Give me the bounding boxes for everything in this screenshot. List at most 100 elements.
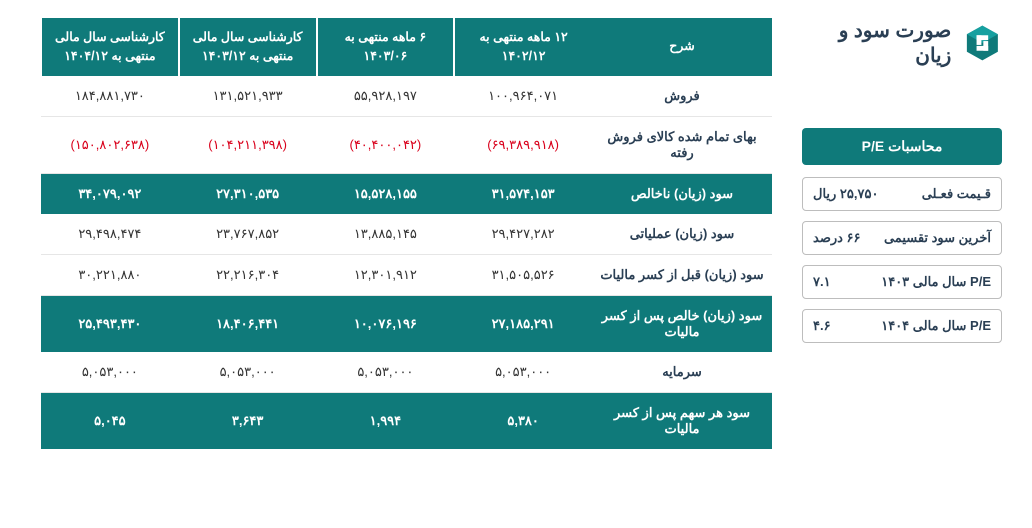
pe-metric-value: ۴.۶ [813, 318, 831, 334]
table-row: سود (زیان) عملیاتی ۲۹,۴۲۷,۲۸۲ ۱۳,۸۸۵,۱۴۵ ۲۳… [41, 214, 772, 255]
pe-rows: قـیمت فعـلی۲۵,۷۵۰ ریالآخرین سود تقسیمی۶۶… [802, 177, 1002, 343]
table-row: فروش ۱۰۰,۹۶۴,۰۷۱ ۵۵,۹۲۸,۱۹۷ ۱۳۱,۵۲۱,۹۳۳ ۱۸۴,… [41, 76, 772, 117]
cell-value: ۵,۰۵۳,۰۰۰ [220, 364, 276, 379]
table-row: سرمایه۵,۰۵۳,۰۰۰۵,۰۵۳,۰۰۰۵,۰۵۳,۰۰۰۵,۰۵۳,۰… [41, 352, 772, 393]
table-row: سود (زیان) قبل از کسر مالیات ۳۱,۵۰۵,۵۲۶ ۱۲… [41, 254, 772, 295]
row-description: سود (زیان) ناخالص [592, 173, 772, 214]
table-header-row: شرح۱۲ ماهه منتهی به ۱۴۰۲/۱۲۶ ماهه منتهی … [41, 18, 772, 76]
table-cell: ۱۵۰,۸۰۲,۶۳۸ [41, 116, 179, 173]
cell-value: ۴۰,۴۰۰,۰۴۲ [349, 137, 421, 152]
table-cell: ۶۹,۳۸۹,۹۱۸ [454, 116, 592, 173]
table-cell: ۲۷,۱۸۵,۲۹۱ [454, 295, 592, 352]
cell-value: ۲۹,۴۲۷,۲۸۲ [492, 226, 555, 241]
pe-metric-label: قـیمت فعـلی [922, 186, 991, 202]
table-cell: ۲۷,۳۱۰,۵۳۵ [179, 173, 317, 214]
cell-value: ۵,۰۴۵ [94, 413, 126, 428]
row-description: سود (زیان) قبل از کسر مالیات [592, 254, 772, 295]
table-cell: ۱۵,۵۲۸,۱۵۵ [317, 173, 455, 214]
table-cell: ۳۰,۲۲۱,۸۸۰ [41, 254, 179, 295]
table-header-cell: کارشناسی سال مالی منتهی به ۱۴۰۳/۱۲ [179, 18, 317, 76]
sidebar: صورت سود و زیان محاسبات P/E قـیمت فعـلی ۲… [802, 18, 1002, 449]
table-row: سود هر سهم پس از کسر مالیات۵,۳۸۰ ۱,۹۹۴ ۳,۶… [41, 392, 772, 449]
table-cell: ۳۱,۵۰۵,۵۲۶ [454, 254, 592, 295]
row-description: سود (زیان) عملیاتی [592, 214, 772, 255]
table-cell: ۲۲,۲۱۶,۳۰۴ [179, 254, 317, 295]
cell-value: ۵,۰۵۳,۰۰۰ [357, 364, 413, 379]
table-cell: ۵,۰۵۳,۰۰۰ [41, 352, 179, 393]
pe-metric-label: P/E سال مالی ۱۴۰۴ [881, 318, 991, 334]
row-description: سود هر سهم پس از کسر مالیات [592, 392, 772, 449]
pe-metric-label: آخرین سود تقسیمی [884, 230, 991, 246]
cell-value: ۱۵,۵۲۸,۱۵۵ [354, 186, 417, 201]
row-description: سود (زیان) خالص پس از کسر مالیات [592, 295, 772, 352]
cell-value: ۳۴,۰۷۹,۰۹۲ [78, 186, 141, 201]
table-cell: ۳,۶۴۳ [179, 392, 317, 449]
table-cell: ۱۳,۸۸۵,۱۴۵ [317, 214, 455, 255]
table-cell: ۱,۹۹۴ [317, 392, 455, 449]
cell-value: ۱۵۰,۸۰۲,۶۳۸ [70, 137, 149, 152]
table-body: فروش ۱۰۰,۹۶۴,۰۷۱ ۵۵,۹۲۸,۱۹۷ ۱۳۱,۵۲۱,۹۳۳ ۱۸۴,… [41, 76, 772, 449]
cell-value: ۱۰۰,۹۶۴,۰۷۱ [488, 88, 558, 103]
table-cell: ۲۵,۴۹۳,۴۳۰ [41, 295, 179, 352]
cell-value: ۵۵,۹۲۸,۱۹۷ [354, 88, 417, 103]
pe-calc-header: محاسبات P/E [802, 128, 1002, 165]
title-row: صورت سود و زیان [802, 18, 1002, 68]
table-header-cell: ۱۲ ماهه منتهی به ۱۴۰۲/۱۲ [454, 18, 592, 76]
table-cell: ۳۴,۰۷۹,۰۹۲ [41, 173, 179, 214]
table-row: سود (زیان) خالص پس از کسر مالیات ۲۷,۱۸۵,۲… [41, 295, 772, 352]
pe-metric-label: P/E سال مالی ۱۴۰۳ [881, 274, 991, 290]
page: صورت سود و زیان محاسبات P/E قـیمت فعـلی ۲… [0, 0, 1032, 467]
cell-value: ۲۹,۴۹۸,۴۷۴ [78, 226, 141, 241]
row-description: بهای تمام شده کالای فروش رفته [592, 116, 772, 173]
main-content: شرح۱۲ ماهه منتهی به ۱۴۰۲/۱۲۶ ماهه منتهی … [40, 18, 772, 449]
table-cell: ۲۳,۷۶۷,۸۵۲ [179, 214, 317, 255]
cell-value: ۳۱,۵۷۴,۱۵۳ [492, 186, 555, 201]
table-cell: ۲۹,۴۲۷,۲۸۲ [454, 214, 592, 255]
table-cell: ۲۹,۴۹۸,۴۷۴ [41, 214, 179, 255]
cell-value: ۱۰,۰۷۶,۱۹۶ [354, 316, 417, 331]
cell-value: ۳,۶۴۳ [232, 413, 264, 428]
table-header-cell: شرح [592, 18, 772, 76]
cell-value: ۱۲,۳۰۱,۹۱۲ [354, 267, 417, 282]
company-logo-icon [963, 23, 1002, 63]
cell-value: ۵,۰۵۳,۰۰۰ [495, 364, 551, 379]
table-cell: ۱۲,۳۰۱,۹۱۲ [317, 254, 455, 295]
table-header-cell: ۶ ماهه منتهی به ۱۴۰۳/۰۶ [317, 18, 455, 76]
table-cell: ۱۸,۴۰۶,۴۴۱ [179, 295, 317, 352]
cell-value: ۱۸۴,۸۸۱,۷۳۰ [75, 88, 145, 103]
table-row: بهای تمام شده کالای فروش رفته۶۹,۳۸۹,۹۱۸ ۴… [41, 116, 772, 173]
table-cell: ۳۱,۵۷۴,۱۵۳ [454, 173, 592, 214]
pe-metric-row: P/E سال مالی ۱۴۰۳ ۷.۱ [802, 265, 1002, 299]
table-cell: ۵,۰۵۳,۰۰۰ [317, 352, 455, 393]
cell-value: ۲۷,۱۸۵,۲۹۱ [492, 316, 555, 331]
cell-value: ۳۰,۲۲۱,۸۸۰ [78, 267, 141, 282]
cell-value: ۱۳,۸۸۵,۱۴۵ [354, 226, 417, 241]
table-cell: ۵۵,۹۲۸,۱۹۷ [317, 76, 455, 117]
cell-value: ۵,۰۵۳,۰۰۰ [82, 364, 138, 379]
table-cell: ۵,۳۸۰ [454, 392, 592, 449]
income-statement-table: شرح۱۲ ماهه منتهی به ۱۴۰۲/۱۲۶ ماهه منتهی … [40, 18, 772, 449]
pe-metric-row: P/E سال مالی ۱۴۰۴ ۴.۶ [802, 309, 1002, 343]
cell-value: ۲۳,۷۶۷,۸۵۲ [216, 226, 279, 241]
table-cell: ۵,۰۵۳,۰۰۰ [454, 352, 592, 393]
cell-value: ۱۸,۴۰۶,۴۴۱ [216, 316, 279, 331]
table-cell: ۵,۰۵۳,۰۰۰ [179, 352, 317, 393]
cell-value: ۱۰۴,۲۱۱,۳۹۸ [208, 137, 287, 152]
pe-metric-row: قـیمت فعـلی ۲۵,۷۵۰ ریال [802, 177, 1002, 211]
table-row: سود (زیان) ناخالص ۳۱,۵۷۴,۱۵۳ ۱۵,۵۲۸,۱۵۵ ۲۷,… [41, 173, 772, 214]
cell-value: ۲۷,۳۱۰,۵۳۵ [216, 186, 279, 201]
cell-value: ۱۳۱,۵۲۱,۹۳۳ [213, 88, 283, 103]
cell-value: ۳۱,۵۰۵,۵۲۶ [492, 267, 555, 282]
table-cell: ۱۸۴,۸۸۱,۷۳۰ [41, 76, 179, 117]
table-cell: ۱۳۱,۵۲۱,۹۳۳ [179, 76, 317, 117]
table-cell: ۱۰۰,۹۶۴,۰۷۱ [454, 76, 592, 117]
table-cell: ۱۰۴,۲۱۱,۳۹۸ [179, 116, 317, 173]
pe-metric-value: ۲۵,۷۵۰ ریال [813, 186, 878, 202]
page-title: صورت سود و زیان [802, 18, 951, 68]
table-cell: ۱۰,۰۷۶,۱۹۶ [317, 295, 455, 352]
table-header-cell: کارشناسی سال مالی منتهی به ۱۴۰۴/۱۲ [41, 18, 179, 76]
cell-value: ۱,۹۹۴ [370, 413, 402, 428]
pe-metric-value: ۷.۱ [813, 274, 831, 290]
row-description: فروش [592, 76, 772, 117]
table-head: شرح۱۲ ماهه منتهی به ۱۴۰۲/۱۲۶ ماهه منتهی … [41, 18, 772, 76]
